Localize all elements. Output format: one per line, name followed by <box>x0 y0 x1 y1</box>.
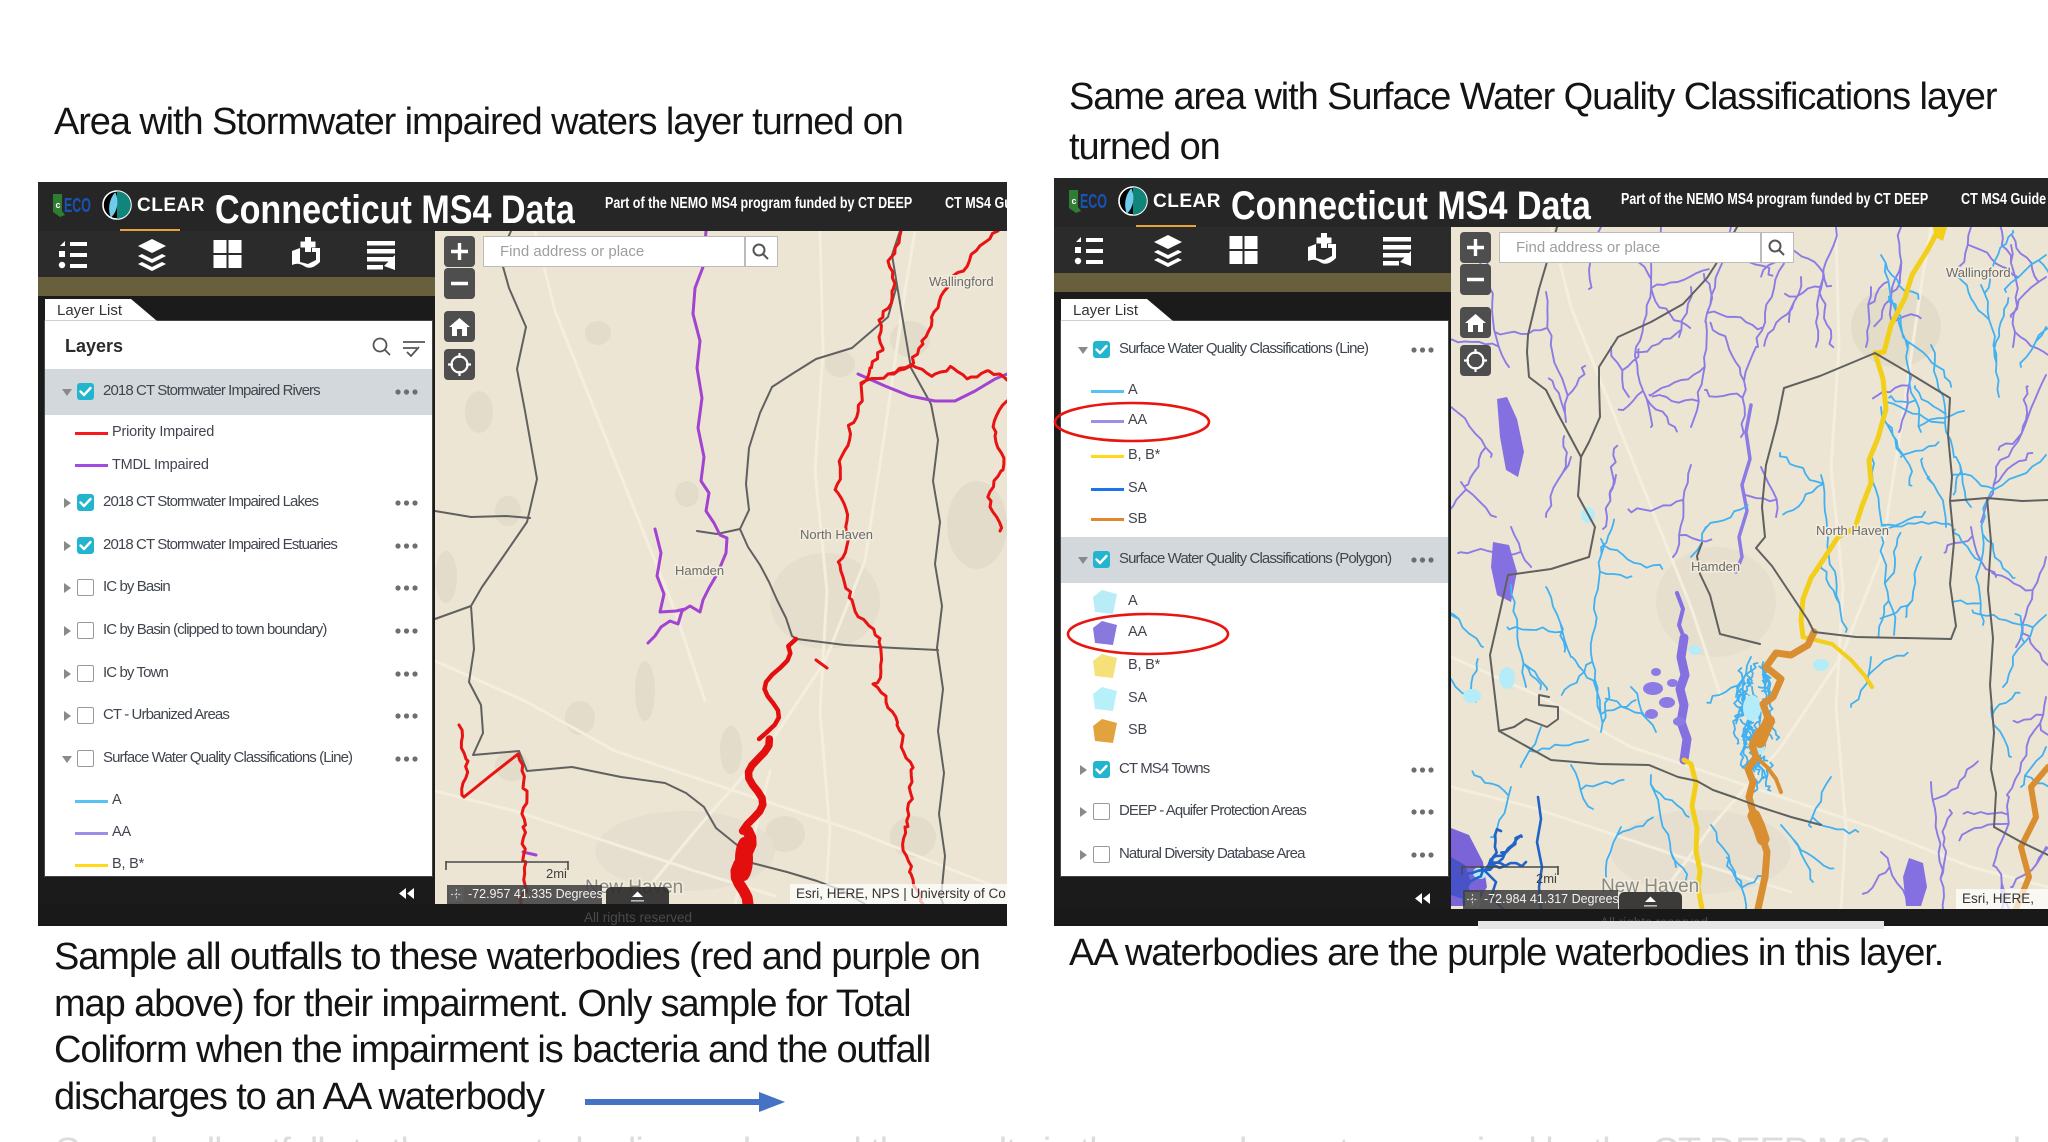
svg-text:ECO: ECO <box>64 195 91 217</box>
svg-text:North Haven: North Haven <box>800 527 873 542</box>
svg-text:c: c <box>56 200 61 210</box>
svg-text:Hamden: Hamden <box>1691 559 1740 574</box>
svg-text:Wallingford: Wallingford <box>1946 265 2011 280</box>
svg-text:ECO: ECO <box>1080 191 1107 213</box>
svg-text:c: c <box>1072 196 1077 206</box>
svg-text:Wallingford: Wallingford <box>929 274 994 289</box>
svg-text:Hamden: Hamden <box>675 563 724 578</box>
svg-text:North Haven: North Haven <box>1816 523 1889 538</box>
